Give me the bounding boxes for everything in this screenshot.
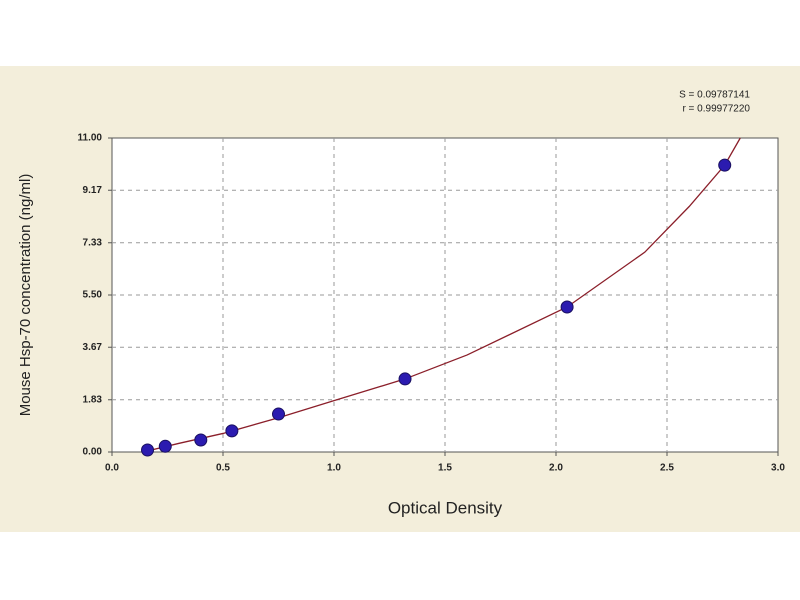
annotation: S = 0.09787141 xyxy=(679,90,750,101)
fit-curve xyxy=(142,137,741,453)
y-tick-label: 3.67 xyxy=(83,342,103,353)
data-point xyxy=(225,424,239,438)
y-tick-label: 11.00 xyxy=(78,133,103,144)
data-point xyxy=(398,372,412,386)
x-axis-label: Optical Density xyxy=(388,498,503,517)
data-point xyxy=(560,300,574,314)
data-point xyxy=(141,443,155,457)
x-tick-label: 1.0 xyxy=(327,463,341,474)
y-tick-label: 0.00 xyxy=(83,447,103,458)
data-point xyxy=(158,439,172,453)
y-tick-label: 5.50 xyxy=(83,290,103,301)
x-tick-label: 1.5 xyxy=(438,463,452,474)
data-point xyxy=(194,433,208,447)
x-tick-label: 0.0 xyxy=(105,463,119,474)
y-tick-label: 9.17 xyxy=(83,185,103,196)
annotation: r = 0.99977220 xyxy=(682,104,750,115)
data-point xyxy=(272,407,285,421)
y-tick-label: 1.83 xyxy=(83,394,103,405)
x-tick-label: 0.5 xyxy=(216,463,230,474)
x-tick-label: 2.5 xyxy=(660,463,674,474)
y-tick-label: 7.33 xyxy=(83,237,103,248)
x-tick-label: 3.0 xyxy=(771,463,785,474)
x-tick-label: 2.0 xyxy=(549,463,563,474)
data-point xyxy=(718,158,732,172)
y-axis-label: Mouse Hsp-70 concentration (ng/ml) xyxy=(17,174,34,417)
